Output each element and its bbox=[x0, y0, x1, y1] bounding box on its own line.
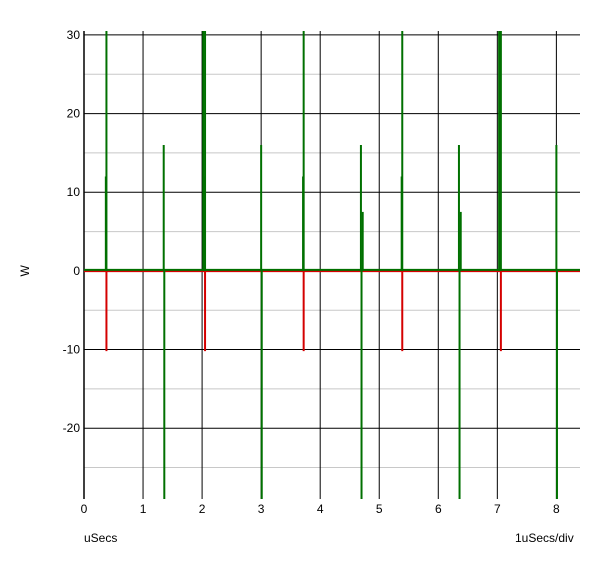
x-tick-label: 6 bbox=[435, 502, 442, 516]
x-tick-label: 0 bbox=[81, 502, 88, 516]
red-series bbox=[84, 269, 580, 352]
x-tick-label: 2 bbox=[199, 502, 206, 516]
time-scale-label: 1uSecs/div bbox=[515, 531, 574, 545]
y-axis-label: W bbox=[18, 265, 32, 277]
green-series bbox=[84, 31, 580, 499]
y-tick-label: 30 bbox=[67, 28, 81, 42]
tick-labels: 30 20 10 0 -10 -20 0 1 2 3 4 5 6 7 8 bbox=[63, 28, 560, 516]
y-tick-label: -10 bbox=[63, 343, 81, 357]
y-tick-label: -20 bbox=[63, 421, 81, 435]
y-tick-label: 10 bbox=[67, 185, 81, 199]
y-tick-label: 0 bbox=[73, 264, 80, 278]
x-tick-label: 5 bbox=[376, 502, 383, 516]
x-axis-label: uSecs bbox=[84, 531, 118, 545]
x-tick-label: 1 bbox=[140, 502, 147, 516]
x-tick-label: 8 bbox=[553, 502, 560, 516]
x-tick-label: 3 bbox=[258, 502, 265, 516]
x-tick-label: 4 bbox=[317, 502, 324, 516]
x-tick-label: 7 bbox=[494, 502, 501, 516]
y-tick-label: 20 bbox=[67, 107, 81, 121]
grid bbox=[83, 31, 580, 499]
